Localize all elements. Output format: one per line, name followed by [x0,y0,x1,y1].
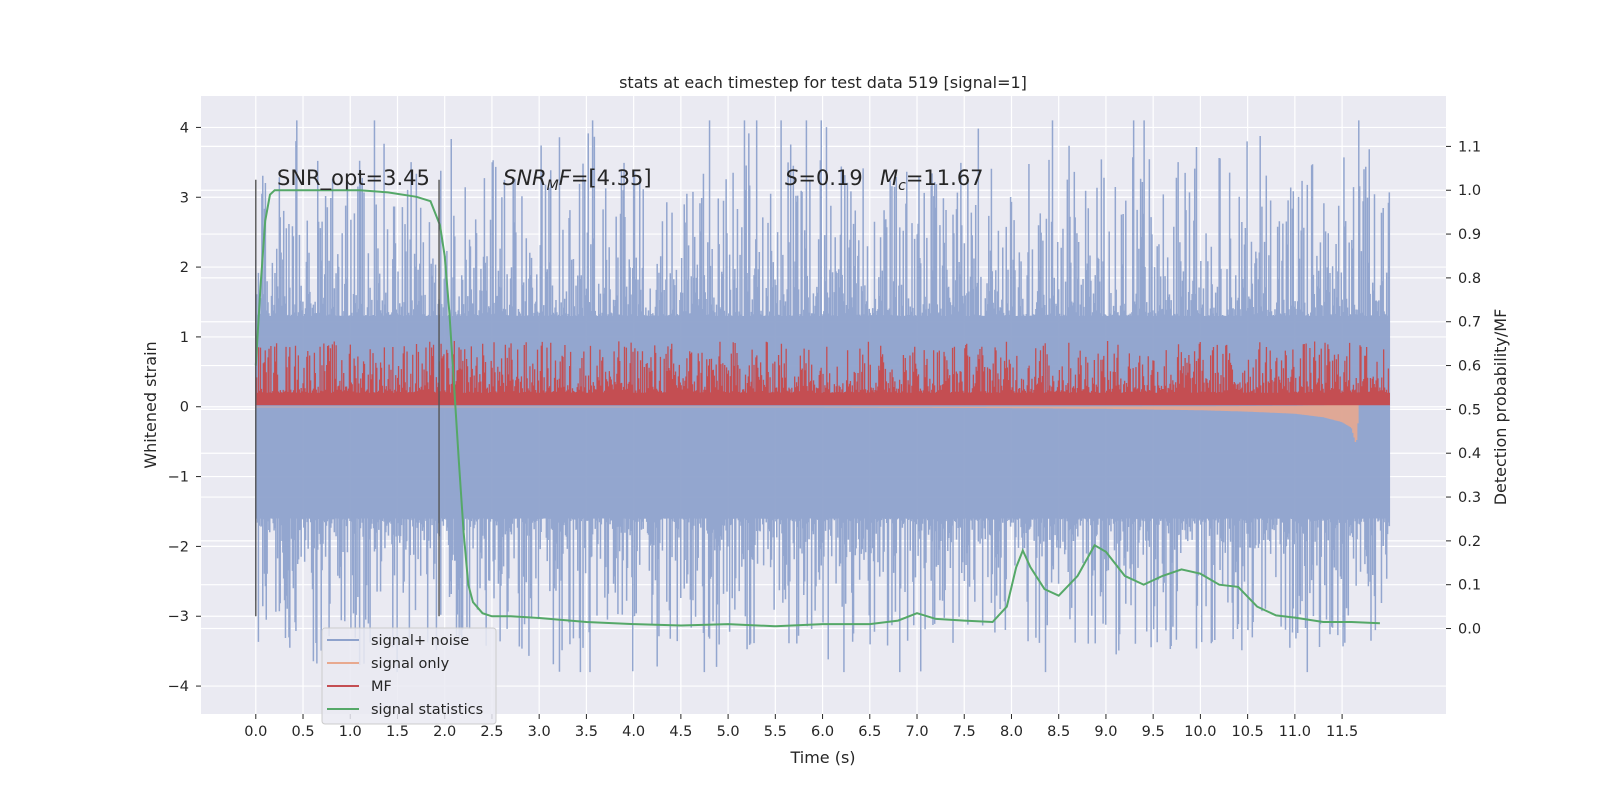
y-left-tick-label: 0 [180,400,189,416]
y-right-tick-label: 0.8 [1458,271,1481,287]
y-left-tick-label: 4 [180,120,189,136]
legend-box [321,627,497,725]
chart-title: stats at each timestep for test data 519… [619,73,1027,92]
x-tick-label: 11.5 [1326,724,1358,740]
x-tick-label: 1.0 [339,724,362,740]
y-right-tick-label: 0.1 [1458,578,1481,594]
x-tick-label: 5.0 [717,724,740,740]
x-tick-label: 7.5 [953,724,976,740]
x-axis-label: Time (s) [789,748,855,767]
annotation-snr-mf-symbol: SNR [503,166,547,190]
annotation-s: S=0.19 [785,166,863,190]
x-tick-label: 9.0 [1094,724,1117,740]
y-right-tick-label: 0.9 [1458,227,1481,243]
x-tick-label: 3.0 [528,724,551,740]
y-axis-label-right: Detection probability/MF [1491,309,1510,506]
y-left-tick-label: −1 [168,470,189,486]
marker-layer [255,179,440,617]
ticks-layer: 0.0 0.5 1.0 1.5 2.0 2.5 3.0 3.5 4.0 4.5 5.0 5.5 6.0 6… [168,120,1481,740]
y-axis-label-left: Whitened strain [141,341,160,468]
y-right-tick-label: 1.1 [1458,139,1481,155]
y-right-tick-label: 0.7 [1458,315,1481,331]
annotation-snr-opt: SNR_opt=3.45 [277,166,430,191]
y-right-tick-label: 0.3 [1458,490,1481,506]
legend-label-3: signal statistics [371,702,483,718]
annotation-s-value: =0.19 [798,166,862,190]
y-left-tick-label: 2 [180,260,189,276]
annotation-mc: Mc=11.67 [880,166,984,194]
y-left-tick-label: 1 [180,330,189,346]
x-tick-label: 0.0 [244,724,267,740]
x-tick-label: 4.0 [622,724,645,740]
x-tick-label: 3.5 [575,724,598,740]
x-tick-label: 2.0 [433,724,456,740]
annotation-snr-mf-symbol-2: F [559,166,572,190]
x-tick-label: 9.5 [1142,724,1165,740]
y-right-tick-label: 0.6 [1458,359,1481,375]
x-tick-label: 10.0 [1184,724,1216,740]
annotation-snr-mf-subscript: M [547,178,559,194]
x-tick-label: 11.0 [1279,724,1311,740]
x-tick-label: 6.0 [811,724,834,740]
x-tick-label: 1.5 [386,724,409,740]
y-right-tick-label: 0.0 [1458,622,1481,638]
annotation-s-symbol: S [785,166,798,190]
x-tick-label: 0.5 [291,724,314,740]
x-tick-label: 8.5 [1047,724,1070,740]
y-right-tick-label: 1.0 [1458,183,1481,199]
annotation-mc-symbol: M [880,166,898,190]
x-tick-label: 7.0 [905,724,928,740]
annotation-mc-subscript: c [898,178,906,194]
series-signal-statistics [254,189,1380,628]
x-tick-label: 4.5 [669,724,692,740]
y-left-tick-label: −3 [168,609,189,625]
y-right-tick-label: 0.2 [1458,534,1481,550]
x-tick-label: 10.5 [1231,724,1263,740]
y-left-tick-label: 3 [180,190,189,206]
x-tick-label: 8.0 [1000,724,1023,740]
annotation-snr-mf: SNRMF=[4.35] [503,166,652,194]
x-tick-label: 6.5 [858,724,881,740]
legend-label-0: signal+ noise [371,633,469,649]
x-tick-label: 5.5 [764,724,787,740]
y-left-tick-label: −2 [168,539,189,555]
legend-label-1: signal only [371,656,450,672]
y-right-tick-label: 0.5 [1458,402,1481,418]
annotation-mc-value: =11.67 [906,166,984,190]
y-left-tick-label: −4 [168,679,189,695]
x-tick-label: 2.5 [480,724,503,740]
legend-label-2: MF [371,679,392,695]
legend: signal+ noise signal only MF signal stat… [321,627,497,725]
y-right-tick-label: 0.4 [1458,446,1481,462]
annotation-snr-mf-value: =[4.35] [571,166,652,190]
